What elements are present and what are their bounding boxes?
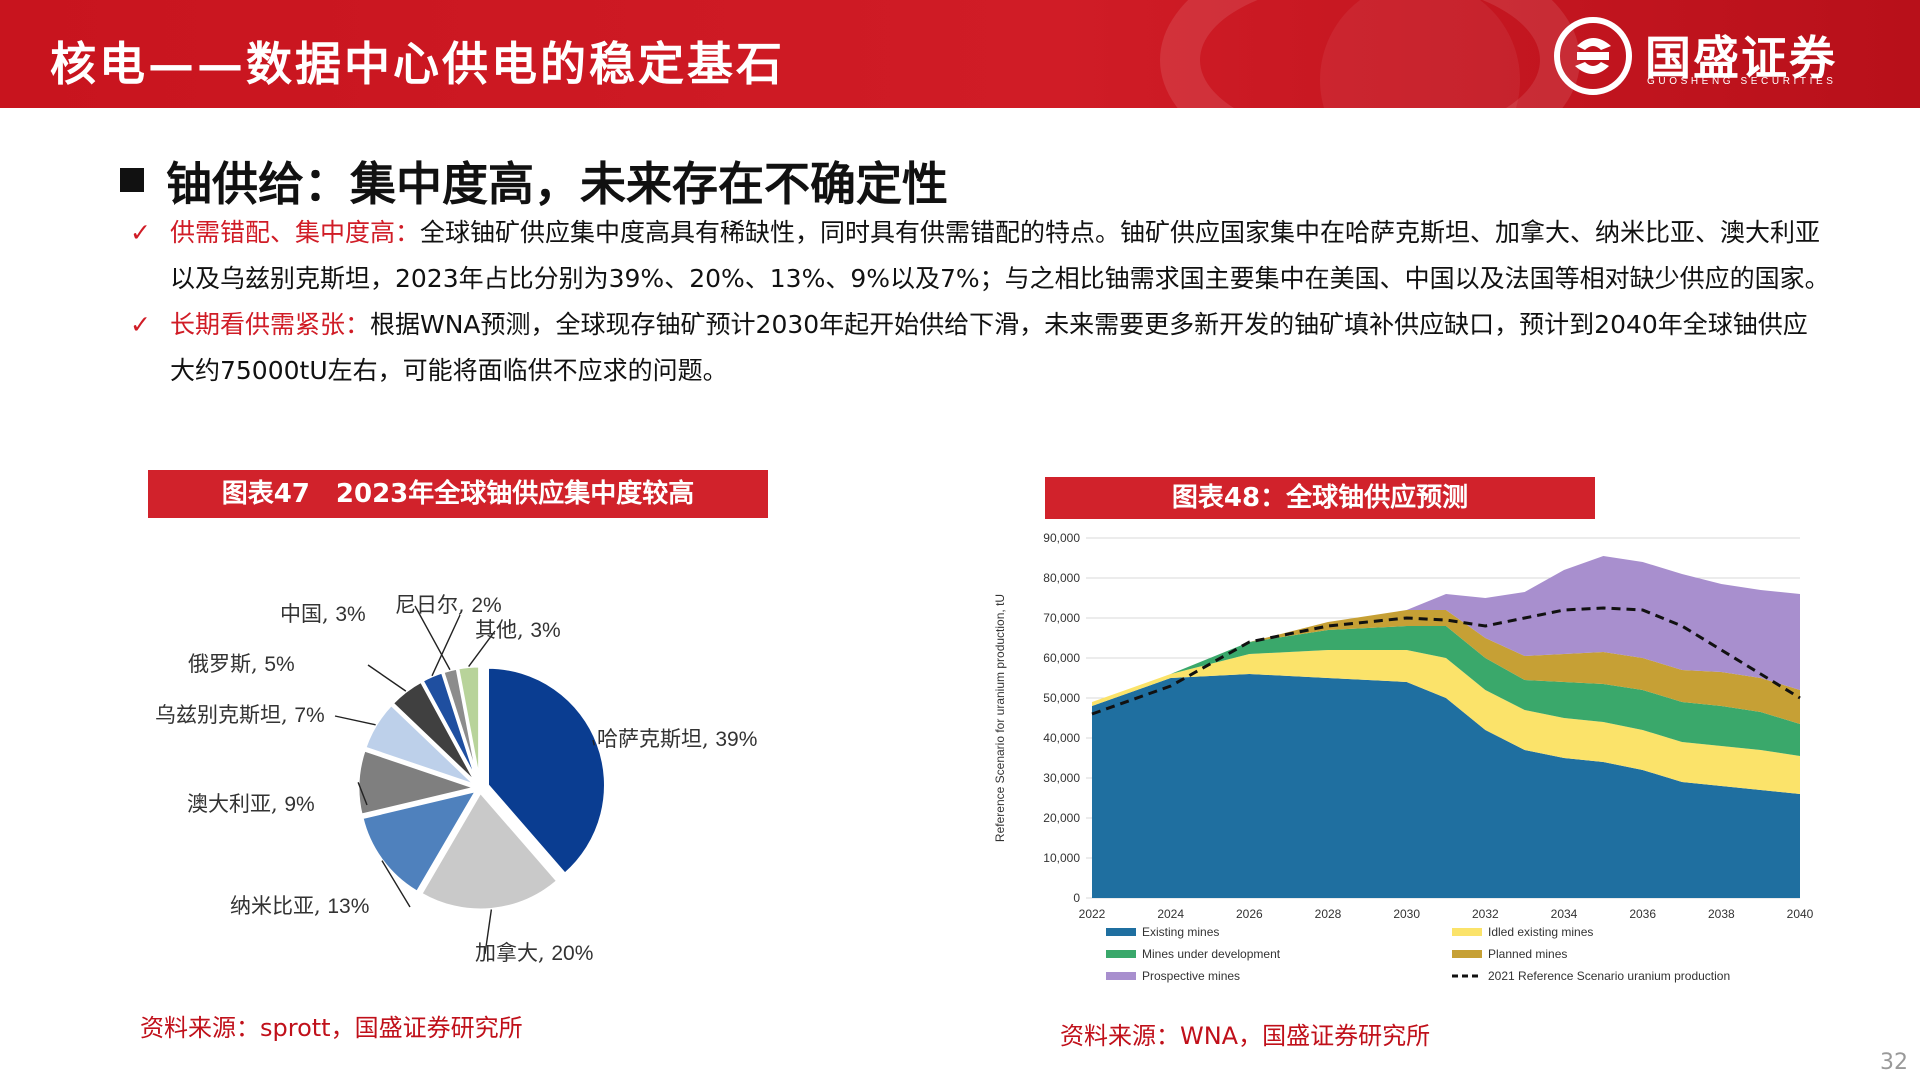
checkmark-icon: ✓ — [130, 218, 151, 247]
y-tick-label: 10,000 — [1043, 851, 1080, 865]
area-series — [1092, 556, 1800, 702]
legend-swatch — [1106, 950, 1136, 958]
bullet-item: ✓ 供需错配、集中度高：全球铀矿供应集中度高具有稀缺性，同时具有供需错配的特点。… — [130, 210, 1830, 302]
pie-data-label: 其他, 3% — [475, 618, 561, 642]
page-number: 32 — [1880, 1050, 1908, 1075]
pie-slice — [362, 702, 478, 788]
legend-label: Mines under development — [1142, 947, 1281, 961]
area-series — [1092, 626, 1800, 756]
y-axis-label: Reference Scenario for uranium productio… — [993, 594, 1007, 842]
pie-data-label: 澳大利亚, 9% — [187, 792, 315, 816]
legend-swatch — [1452, 950, 1482, 958]
pie-data-label: 尼日尔, 2% — [395, 593, 502, 617]
x-tick-label: 2036 — [1629, 907, 1656, 921]
x-tick-label: 2022 — [1079, 907, 1106, 921]
square-bullet-icon — [120, 168, 144, 192]
pie-data-label: 纳米比亚, 13% — [230, 894, 369, 918]
bullet-highlight: 供需错配、集中度高： — [170, 218, 421, 247]
legend-swatch — [1452, 928, 1482, 936]
pie-leader-line — [357, 782, 368, 806]
area-series — [1092, 674, 1800, 898]
x-tick-label: 2026 — [1236, 907, 1263, 921]
x-tick-label: 2038 — [1708, 907, 1735, 921]
pie-leader-line — [468, 630, 496, 667]
y-tick-label: 0 — [1073, 891, 1080, 905]
bullet-text: 根据WNA预测，全球现存铀矿预计2030年起开始供给下滑，未来需要更多新开发的铀… — [170, 310, 1808, 385]
right-chart-source: 资料来源：WNA，国盛证券研究所 — [1060, 1022, 1431, 1050]
y-tick-label: 50,000 — [1043, 691, 1080, 705]
x-tick-label: 2040 — [1787, 907, 1814, 921]
y-tick-label: 30,000 — [1043, 771, 1080, 785]
x-tick-label: 2030 — [1393, 907, 1420, 921]
header-bar: 核电——数据中心供电的稳定基石 国盛证券 GUOSHENG SECURITIES — [0, 0, 1920, 108]
bullet-text: 全球铀矿供应集中度高具有稀缺性，同时具有供需错配的特点。铀矿供应国家集中在哈萨克… — [170, 218, 1830, 293]
pie-leader-line — [414, 605, 451, 671]
y-tick-label: 40,000 — [1043, 731, 1080, 745]
pie-data-label: 哈萨克斯坦, 39% — [597, 727, 757, 751]
y-tick-label: 70,000 — [1043, 611, 1080, 625]
reference-line — [1091, 606, 1801, 716]
brand-name: 国盛证券 — [1645, 31, 1837, 85]
legend-swatch — [1106, 928, 1136, 936]
x-tick-label: 2034 — [1551, 907, 1578, 921]
pie-data-label: 中国, 3% — [280, 602, 366, 626]
pie-leader-line — [592, 739, 595, 746]
area-chart: 0 10,000 20,000 30,000 40,000 50,000 60,000 70,… — [993, 531, 1814, 983]
pie-leader-line — [484, 909, 493, 955]
section-title: 铀供给：集中度高，未来存在不确定性 — [120, 148, 948, 214]
pie-leader-line — [431, 614, 461, 677]
section-title-text: 铀供给：集中度高，未来存在不确定性 — [166, 157, 948, 211]
area-series — [1092, 650, 1800, 794]
legend-swatch — [1106, 972, 1136, 980]
guosheng-logo-icon — [1554, 17, 1632, 95]
left-chart-title: 图表47 2023年全球铀供应集中度较高 — [148, 470, 768, 518]
pie-slice — [356, 748, 482, 817]
brand-subtitle: GUOSHENG SECURITIES — [1647, 76, 1837, 87]
pie-chart: 哈萨克斯坦, 39% 加拿大, 20% 纳米比亚, 13% 澳大利亚, 9% 乌兹别克斯… — [155, 593, 757, 965]
legend-label: Prospective mines — [1142, 969, 1240, 983]
pie-leader-line — [334, 715, 376, 726]
legend-label: Planned mines — [1488, 947, 1567, 961]
pie-leader-line — [367, 664, 407, 692]
right-chart-title: 图表48：全球铀供应预测 — [1045, 477, 1595, 519]
slide-header-title: 核电——数据中心供电的稳定基石 — [50, 37, 785, 91]
x-tick-label: 2032 — [1472, 907, 1499, 921]
x-tick-label: 2024 — [1157, 907, 1184, 921]
pie-slice — [418, 789, 560, 912]
y-tick-label: 60,000 — [1043, 651, 1080, 665]
legend-label: 2021 Reference Scenario uranium producti… — [1488, 969, 1730, 983]
y-tick-label: 90,000 — [1043, 531, 1080, 545]
x-tick-label: 2028 — [1315, 907, 1342, 921]
header-decoration-circle — [1320, 0, 1520, 108]
left-chart-source: 资料来源：sprott，国盛证券研究所 — [140, 1014, 523, 1042]
legend-label: Existing mines — [1142, 925, 1219, 939]
pie-data-label: 乌兹别克斯坦, 7% — [155, 703, 325, 727]
checkmark-icon: ✓ — [130, 310, 151, 339]
pie-leader-line — [381, 860, 411, 908]
brand-logo-block: 国盛证券 GUOSHENG SECURITIES — [1545, 16, 1895, 96]
pie-data-label: 俄罗斯, 5% — [188, 652, 295, 676]
y-tick-label: 80,000 — [1043, 571, 1080, 585]
y-tick-label: 20,000 — [1043, 811, 1080, 825]
pie-slice — [485, 665, 607, 877]
bullet-list: ✓ 供需错配、集中度高：全球铀矿供应集中度高具有稀缺性，同时具有供需错配的特点。… — [130, 210, 1830, 394]
bullet-item: ✓ 长期看供需紧张：根据WNA预测，全球现存铀矿预计2030年起开始供给下滑，未… — [130, 302, 1830, 394]
legend-label: Idled existing mines — [1488, 925, 1593, 939]
area-series — [1092, 610, 1800, 724]
bullet-highlight: 长期看供需紧张： — [170, 310, 371, 339]
pie-slice — [360, 788, 480, 895]
pie-data-label: 加拿大, 20% — [475, 941, 593, 965]
